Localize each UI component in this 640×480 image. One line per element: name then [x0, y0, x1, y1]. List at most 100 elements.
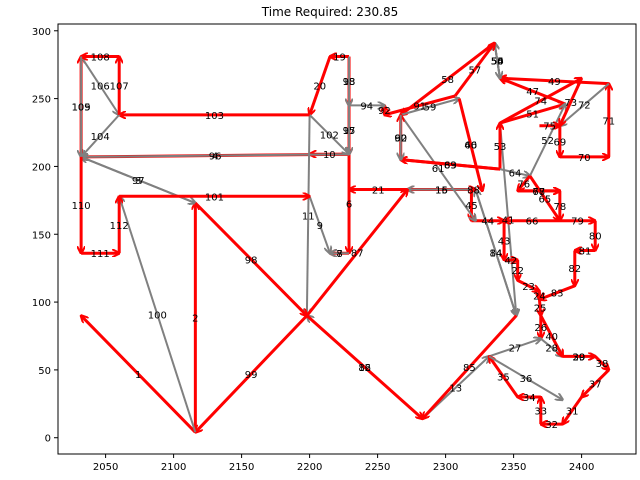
y-tick-label-250: 250 [32, 95, 51, 106]
edge-label-6: 6 [346, 200, 352, 211]
edge-label-110: 110 [72, 201, 91, 212]
x-tick-label-2400: 2400 [569, 462, 594, 473]
edge-label-97: 97 [132, 176, 145, 187]
edge-60 [457, 98, 482, 191]
edge-label-33: 33 [534, 407, 547, 418]
edge-label-21: 21 [372, 185, 385, 196]
edge-59 [400, 99, 459, 116]
edge-label-46: 46 [464, 141, 477, 152]
edge-label-44: 44 [481, 217, 494, 228]
edge-57 [453, 43, 494, 97]
x-tick-label-2200: 2200 [297, 462, 322, 473]
edge-label-62: 62 [394, 133, 407, 144]
edge-label-38: 38 [596, 359, 609, 370]
edge-label-111: 111 [91, 249, 110, 260]
edge-83 [539, 284, 576, 300]
edge-74 [499, 78, 582, 125]
edge-label-73: 73 [564, 98, 577, 109]
edge-85 [422, 314, 518, 419]
edge-1 [81, 316, 197, 434]
edge-label-54: 54 [491, 57, 504, 68]
edge-label-29: 29 [573, 352, 586, 363]
edge-38 [594, 355, 609, 370]
edge-label-84: 84 [490, 249, 503, 260]
edge-label-100: 100 [148, 310, 167, 321]
edge-label-23: 23 [522, 282, 535, 293]
edge-label-101: 101 [205, 192, 224, 203]
edge-label-15: 15 [435, 185, 448, 196]
edge-label-9: 9 [317, 221, 323, 232]
edge-label-32: 32 [545, 420, 558, 431]
edge-label-105: 105 [72, 103, 91, 114]
edge-label-2: 2 [192, 314, 198, 325]
edge-20 [310, 56, 332, 115]
edge-label-22: 22 [511, 266, 524, 277]
x-tick-label-2150: 2150 [229, 462, 254, 473]
edge-label-70: 70 [578, 153, 591, 164]
edge-label-83: 83 [551, 289, 564, 300]
x-tick-label-2250: 2250 [365, 462, 390, 473]
edge-label-59: 59 [424, 103, 437, 114]
edge-label-11: 11 [302, 211, 315, 222]
edge-label-95: 95 [343, 126, 356, 137]
edge-76 [518, 174, 532, 191]
y-axis: 0 50 100 150 200 250 300 [32, 27, 58, 445]
edge-label-49: 49 [548, 77, 561, 88]
edge-64 [499, 168, 530, 176]
edge-label-75: 75 [543, 122, 556, 133]
edge-label-86: 86 [358, 363, 371, 374]
edge-label-20: 20 [313, 82, 326, 93]
edge-label-60: 60 [464, 141, 477, 152]
edge-58 [401, 41, 496, 115]
edge-27 [488, 339, 541, 358]
edge-label-50: 50 [491, 57, 504, 68]
edge-label-78: 78 [553, 202, 566, 213]
edge-label-90: 90 [394, 133, 407, 144]
edge-label-16: 16 [435, 185, 448, 196]
edge-label-25: 25 [534, 304, 547, 315]
edge-73 [560, 77, 583, 125]
edge-label-99: 99 [245, 370, 258, 381]
edge-label-58: 58 [441, 75, 454, 86]
edge-label-31: 31 [566, 407, 579, 418]
edge-label-94: 94 [360, 101, 373, 112]
edge-label-52: 52 [541, 136, 554, 147]
edge-label-69: 69 [553, 137, 566, 148]
edge-label-40: 40 [545, 332, 558, 343]
edge-98 [194, 201, 307, 316]
edge-label-35: 35 [497, 373, 510, 384]
edge-label-4: 4 [212, 152, 218, 163]
edge-65 [528, 175, 560, 221]
edge-label-77: 77 [532, 187, 545, 198]
edge-102 [308, 114, 349, 154]
x-tick-label-2350: 2350 [501, 462, 526, 473]
y-tick-label-200: 200 [32, 162, 51, 173]
edge-label-3: 3 [135, 176, 141, 187]
edge-label-103: 103 [205, 111, 224, 122]
edge-label-18: 18 [343, 77, 356, 88]
edge-label-80: 80 [589, 232, 602, 243]
edge-label-72: 72 [578, 101, 591, 112]
edge-47 [500, 78, 566, 106]
edge-label-1: 1 [135, 370, 141, 381]
edge-label-55: 55 [491, 57, 504, 68]
edge-11 [307, 114, 310, 316]
edge-label-81: 81 [579, 247, 592, 258]
edge-label-68: 68 [532, 187, 545, 198]
x-axis: 2050 2100 2150 2200 2250 2300 2350 2400 [93, 454, 594, 473]
edge-label-91: 91 [413, 101, 426, 112]
edge-label-108: 108 [91, 53, 110, 64]
edge-label-85: 85 [463, 363, 476, 374]
edge-label-56: 56 [491, 57, 504, 68]
edges-layer [81, 43, 609, 432]
edge-label-79: 79 [571, 217, 584, 228]
edge-104 [81, 114, 120, 157]
edge-100 [119, 196, 197, 433]
edge-label-41: 41 [502, 215, 515, 226]
edge-label-43: 43 [498, 236, 511, 247]
edge-label-36: 36 [519, 374, 532, 385]
edge-72 [560, 82, 610, 126]
edge-label-12: 12 [358, 363, 371, 374]
edge-labels-layer: 1234678910111213141516171819202122232425… [72, 53, 616, 432]
